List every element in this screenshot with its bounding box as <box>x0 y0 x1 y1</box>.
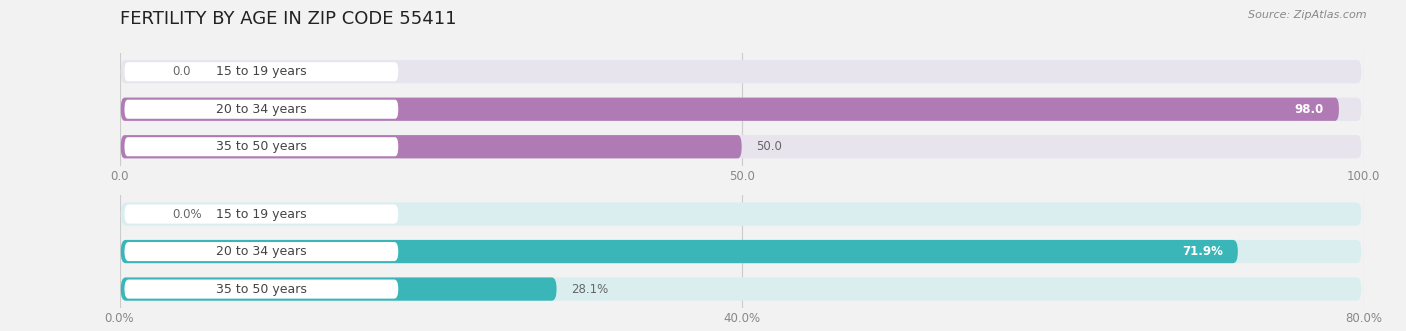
Text: 0.0: 0.0 <box>172 65 190 78</box>
Text: 35 to 50 years: 35 to 50 years <box>217 283 307 296</box>
FancyBboxPatch shape <box>125 242 398 261</box>
FancyBboxPatch shape <box>121 277 557 301</box>
FancyBboxPatch shape <box>121 135 1361 158</box>
Text: 0.0%: 0.0% <box>172 208 201 220</box>
Text: 50.0: 50.0 <box>756 140 783 153</box>
FancyBboxPatch shape <box>125 205 398 223</box>
FancyBboxPatch shape <box>121 60 1361 83</box>
FancyBboxPatch shape <box>125 100 398 119</box>
Text: 20 to 34 years: 20 to 34 years <box>217 245 307 258</box>
Text: 15 to 19 years: 15 to 19 years <box>217 208 307 220</box>
Text: 20 to 34 years: 20 to 34 years <box>217 103 307 116</box>
FancyBboxPatch shape <box>121 98 1339 121</box>
FancyBboxPatch shape <box>125 280 398 299</box>
FancyBboxPatch shape <box>125 137 398 156</box>
Text: 15 to 19 years: 15 to 19 years <box>217 65 307 78</box>
FancyBboxPatch shape <box>125 62 398 81</box>
FancyBboxPatch shape <box>121 98 1361 121</box>
Text: 35 to 50 years: 35 to 50 years <box>217 140 307 153</box>
Text: 28.1%: 28.1% <box>571 283 609 296</box>
FancyBboxPatch shape <box>121 135 742 158</box>
Text: FERTILITY BY AGE IN ZIP CODE 55411: FERTILITY BY AGE IN ZIP CODE 55411 <box>120 10 456 28</box>
Text: Source: ZipAtlas.com: Source: ZipAtlas.com <box>1249 10 1367 20</box>
FancyBboxPatch shape <box>121 240 1361 263</box>
FancyBboxPatch shape <box>121 277 1361 301</box>
Text: 71.9%: 71.9% <box>1182 245 1223 258</box>
FancyBboxPatch shape <box>121 240 1237 263</box>
FancyBboxPatch shape <box>121 203 1361 226</box>
Text: 98.0: 98.0 <box>1295 103 1324 116</box>
